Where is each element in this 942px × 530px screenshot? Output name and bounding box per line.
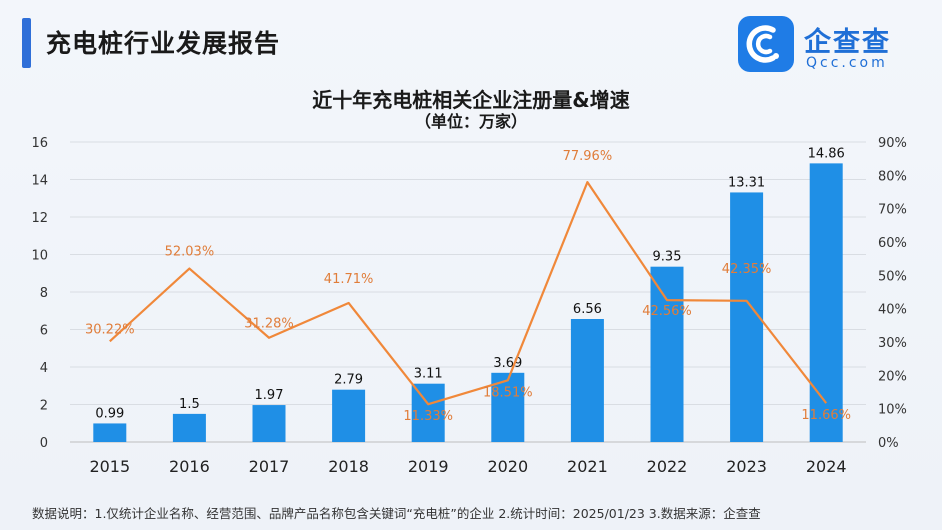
bar: [332, 389, 366, 442]
left-axis-tick: 14: [31, 174, 48, 189]
left-axis-tick: 0: [40, 436, 48, 451]
line-data-label: 52.03%: [165, 245, 215, 260]
x-axis-tick: 2021: [567, 457, 608, 476]
bar-data-label: 0.99: [95, 406, 124, 421]
left-axis-tick: 4: [40, 361, 48, 376]
bar: [411, 383, 445, 442]
page-title: 充电桩行业发展报告: [46, 29, 281, 58]
x-axis-tick: 2017: [249, 457, 290, 476]
right-axis-tick: 70%: [878, 203, 907, 218]
x-axis-tick: 2022: [647, 457, 688, 476]
chart-title: 近十年充电桩相关企业注册量&增速: [312, 88, 630, 112]
line-data-label: 11.66%: [801, 408, 851, 423]
footnote: 数据说明：1.仅统计企业名称、经营范围、品牌产品名称包含关键词“充电桩”的企业 …: [32, 506, 761, 521]
bar: [172, 413, 206, 442]
left-axis-tick: 10: [31, 249, 48, 264]
x-axis-tick: 2024: [806, 457, 847, 476]
right-axis-tick: 80%: [878, 169, 907, 184]
line-data-label: 18.51%: [483, 385, 533, 400]
bar-data-label: 1.97: [255, 388, 284, 403]
x-axis-tick: 2019: [408, 457, 449, 476]
right-axis-tick: 50%: [878, 269, 907, 284]
line-data-label: 31.28%: [244, 317, 294, 332]
chart-subtitle: （单位：万家）: [414, 112, 527, 131]
bar: [252, 405, 286, 442]
right-axis-tick: 20%: [878, 369, 907, 384]
right-axis-tick: 10%: [878, 403, 907, 418]
bar-data-label: 1.5: [179, 397, 200, 412]
bar-data-label: 13.31: [728, 175, 765, 190]
bar-data-label: 3.69: [493, 356, 522, 371]
line-data-label: 11.33%: [403, 409, 453, 424]
line-data-label: 77.96%: [563, 149, 613, 164]
line-data-label: 42.35%: [722, 262, 772, 277]
bar: [730, 192, 764, 442]
left-axis-tick: 2: [40, 399, 48, 414]
line-data-label: 42.56%: [642, 304, 692, 319]
qcc-logo: 企查查 Qcc.com: [738, 16, 938, 76]
bar-data-label: 14.86: [808, 146, 845, 161]
left-axis-tick: 12: [31, 211, 48, 226]
left-axis-tick: 6: [40, 324, 48, 339]
qcc-logo-icon: [738, 16, 794, 72]
right-axis-tick: 30%: [878, 336, 907, 351]
bar: [93, 423, 127, 442]
right-axis-tick: 0%: [878, 436, 899, 451]
bar: [809, 163, 843, 442]
right-axis-tick: 40%: [878, 303, 907, 318]
left-axis-tick: 8: [40, 286, 48, 301]
logo-subtitle: Qcc.com: [806, 55, 888, 71]
bar-data-label: 9.35: [653, 250, 682, 265]
bar: [570, 319, 604, 442]
bar-data-label: 6.56: [573, 302, 602, 317]
bar: [650, 266, 684, 442]
right-axis-tick: 60%: [878, 236, 907, 251]
growth-line: [109, 181, 828, 406]
logo-name: 企查查: [804, 27, 891, 58]
x-axis-tick: 2018: [328, 457, 369, 476]
line-data-label: 30.22%: [85, 322, 135, 337]
x-axis-tick: 2020: [487, 457, 528, 476]
x-axis-tick: 2023: [726, 457, 767, 476]
left-axis-tick: 16: [31, 136, 48, 151]
x-axis-tick: 2015: [89, 457, 130, 476]
bar-data-label: 2.79: [334, 373, 363, 388]
header-accent-bar: [22, 18, 31, 68]
bar-data-label: 3.11: [414, 367, 443, 382]
line-data-label: 41.71%: [324, 272, 374, 287]
x-axis-tick: 2016: [169, 457, 210, 476]
right-axis-tick: 90%: [878, 136, 907, 151]
